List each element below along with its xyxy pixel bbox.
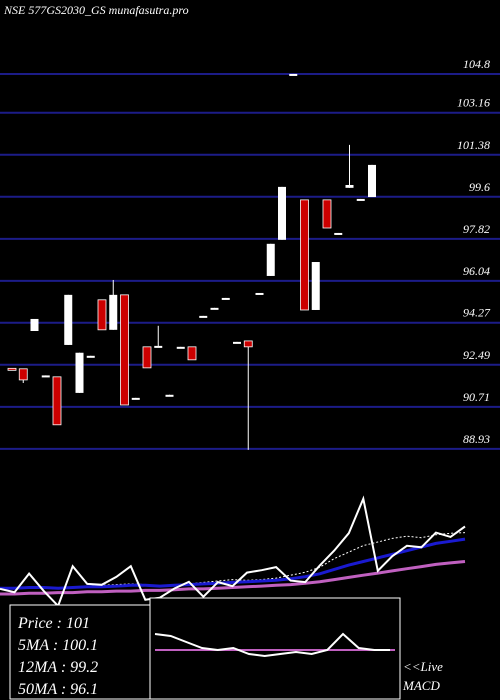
candle-body xyxy=(154,345,163,348)
candle-body xyxy=(64,294,73,345)
candle-body xyxy=(233,341,241,344)
legend-text: Price : 101 xyxy=(17,615,90,632)
legend-text: 5MA : 100.1 xyxy=(18,637,98,654)
y-tick-label: 92.49 xyxy=(463,348,490,362)
candle-body xyxy=(334,232,343,235)
ma-line xyxy=(0,560,466,596)
y-tick-label: 101.38 xyxy=(457,138,490,152)
candle-body xyxy=(18,368,28,381)
candle-body xyxy=(289,73,298,76)
candle-body xyxy=(142,346,152,369)
candle-body xyxy=(86,355,95,358)
candle-body xyxy=(266,243,275,276)
y-tick-label: 96.04 xyxy=(463,264,490,278)
candle-body xyxy=(109,294,118,330)
y-tick-label: 104.8 xyxy=(463,57,490,71)
legend-text: 50MA : 96.1 xyxy=(18,681,98,698)
candle-body xyxy=(97,299,107,331)
y-tick-label: 99.6 xyxy=(469,180,490,194)
candle-body xyxy=(165,394,174,397)
y-tick-label: 88.93 xyxy=(463,432,490,446)
candle-body xyxy=(345,184,354,188)
price-line xyxy=(0,495,466,608)
macd-label: <<Live xyxy=(403,659,443,674)
candle-body xyxy=(356,198,365,201)
candle-body xyxy=(131,397,140,400)
candle-body xyxy=(322,199,332,229)
candle-body xyxy=(210,307,219,310)
candle-body xyxy=(311,262,320,310)
candle-body xyxy=(75,352,84,393)
y-tick-label: 103.16 xyxy=(457,96,490,110)
candle-body xyxy=(300,199,309,311)
candle-body xyxy=(7,367,17,371)
legend-box xyxy=(9,604,151,700)
macd-line xyxy=(154,632,390,658)
candle-body xyxy=(368,164,376,198)
candle-body xyxy=(176,346,185,349)
ma-line xyxy=(0,537,466,590)
candle-body xyxy=(243,340,253,348)
candle-body xyxy=(199,315,208,318)
candle-body xyxy=(255,292,264,295)
y-tick-label: 90.71 xyxy=(463,390,490,404)
candle-body xyxy=(120,294,129,406)
candle-body xyxy=(221,297,230,300)
candle-body xyxy=(41,375,50,378)
ma-line xyxy=(0,532,466,590)
candle-body xyxy=(278,186,286,240)
y-tick-label: 97.82 xyxy=(463,222,490,236)
candle-body xyxy=(187,346,197,361)
y-tick-label: 94.27 xyxy=(463,306,491,320)
candle-body xyxy=(52,376,62,426)
chart-title: NSE 577GS2030_GS munafasutra.pro xyxy=(3,3,189,17)
candle-body xyxy=(30,318,39,332)
macd-label: MACD xyxy=(402,678,440,693)
legend-text: 12MA : 99.2 xyxy=(18,659,98,676)
